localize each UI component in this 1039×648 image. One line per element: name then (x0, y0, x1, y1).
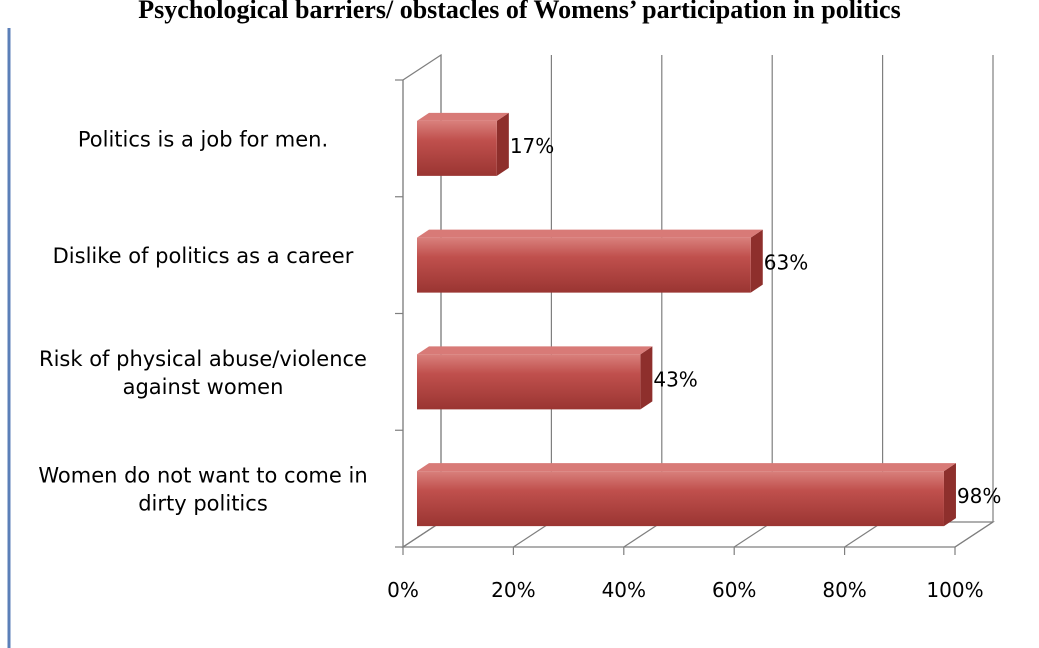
bar-side (944, 463, 956, 526)
x-tick-label: 20% (491, 578, 535, 602)
category-label-line: Women do not want to come in (38, 464, 367, 488)
x-tick-label: 80% (822, 578, 866, 602)
category-label: Women do not want to come in dirty politi… (38, 464, 367, 516)
bar-top (417, 113, 509, 121)
bar-side (497, 113, 509, 176)
category-label: Dislike of politics as a career (53, 244, 354, 268)
category-label-line: Risk of physical abuse/violence (39, 347, 367, 371)
x-tick-label: 60% (712, 578, 756, 602)
bar-front (417, 354, 640, 409)
bar (417, 113, 509, 176)
category-label: Politics is a job for men. (78, 127, 328, 151)
category-label-line: dirty politics (138, 492, 268, 516)
bar-side (751, 230, 763, 293)
bar-front (417, 238, 751, 293)
bar-top (417, 346, 652, 354)
category-label-line: against women (123, 375, 284, 399)
data-label: 17% (510, 134, 554, 158)
category-label-line: Politics is a job for men. (78, 127, 328, 151)
category-label: Risk of physical abuse/violence against w… (39, 347, 367, 399)
bar (417, 230, 763, 293)
bar-front (417, 471, 944, 526)
bar-side (640, 346, 652, 409)
category-label-line: Dislike of politics as a career (53, 244, 354, 268)
bar (417, 463, 956, 526)
bar-front (417, 121, 497, 176)
data-label: 63% (764, 251, 808, 275)
x-tick-label: 100% (926, 578, 983, 602)
bar-top (417, 463, 956, 471)
x-tick-label: 0% (387, 578, 419, 602)
data-label: 43% (653, 367, 697, 391)
bar-top (417, 230, 763, 238)
x-tick-label: 40% (602, 578, 646, 602)
bar (417, 346, 652, 409)
data-label: 98% (957, 484, 1001, 508)
